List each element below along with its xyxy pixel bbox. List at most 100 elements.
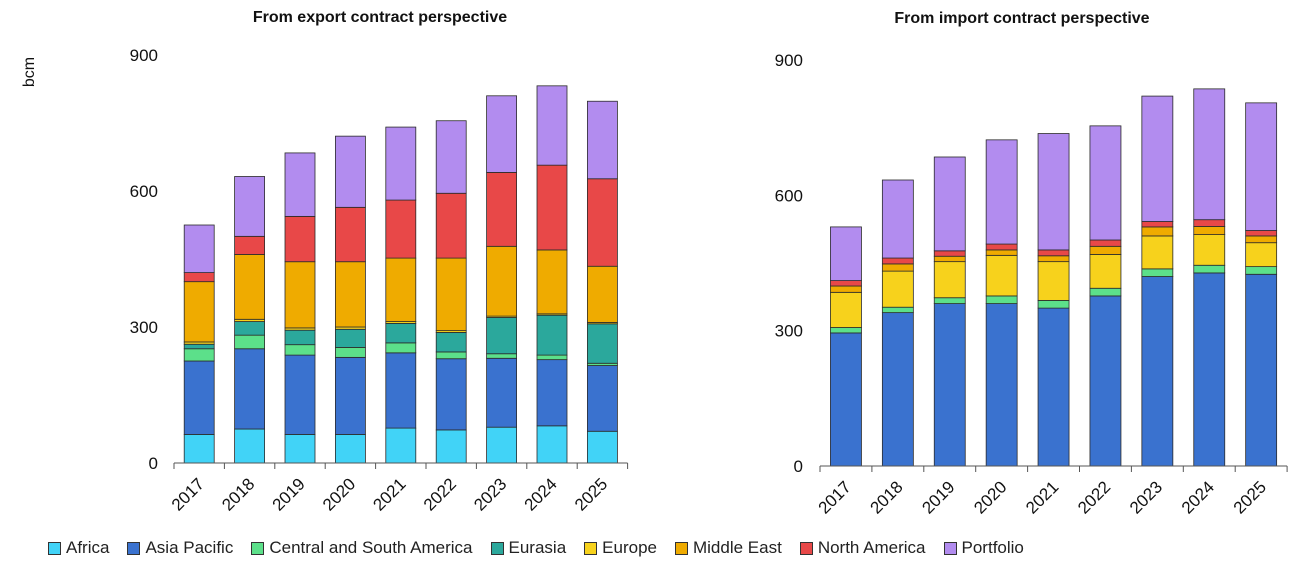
bar-segment [234,428,266,464]
y-tick-label: 0 [149,454,158,473]
bar-segment [830,280,862,287]
bar-segment [183,272,215,283]
bar-segment [587,100,618,180]
legend: Africa Asia Pacific Central and South Amer… [48,538,1042,558]
bar-segment [933,156,966,252]
bar-segment [234,235,266,255]
bar-segment [486,426,518,464]
y-tick-label: 600 [775,186,803,205]
bar-segment [881,306,914,314]
bar-segment [234,321,266,336]
y-tick-label: 600 [130,182,158,201]
x-tick-label: 2020 [319,474,359,514]
bar-segment [985,249,1018,256]
bar-segment [536,359,568,427]
legend-swatch [674,541,688,555]
bar-segment [334,135,366,208]
x-tick-label: 2021 [1022,477,1062,517]
bar-segment [435,332,467,353]
bar-segment [435,257,467,332]
bar-segment [587,265,618,323]
bar-segment [1245,273,1278,467]
bar-segment [183,224,215,273]
y-tick-label: 300 [130,318,158,337]
legend-label: Central and South America [269,538,473,557]
x-tick-label: 2021 [369,474,409,514]
x-tick-label: 2024 [1178,477,1218,517]
bar-segment [1245,102,1278,231]
bar-segment [587,430,618,464]
bar-segment [536,314,568,356]
chart-1: From export contract perspective bcm 0 300 6… [21,9,629,515]
bar-segment [284,152,316,217]
bar-segment [1089,287,1122,297]
bar-segment [334,346,366,358]
bar-segment [830,291,862,328]
x-tick-label: 2019 [269,474,309,514]
legend-item: Africa [48,538,109,558]
bar-segment [1245,235,1278,244]
legend-item: Middle East [674,538,782,558]
bar-segment [1193,219,1226,227]
bar-segment [385,322,417,344]
bar-segment [985,254,1018,297]
bar-segment [985,303,1018,467]
bar-segment [385,199,417,259]
bar-segment [435,120,467,194]
bar-segment [183,360,215,435]
legend-label: Middle East [692,538,782,557]
x-tick-label: 2023 [470,474,510,514]
bar-segment [334,206,366,263]
legend-item: North America [799,538,926,558]
bar-segment [933,303,966,467]
bar-segment [830,226,862,281]
bar-segment [1245,230,1278,237]
bar-segment [830,332,862,467]
bar-segment [985,139,1018,245]
bar-segment [183,343,215,350]
bar-segment [334,261,366,328]
bar-segment [284,261,316,329]
x-tick-label: 2018 [218,474,258,514]
bar-segment [1193,226,1226,235]
bar-segment [985,295,1018,305]
x-tick-label: 2022 [420,474,460,514]
legend-swatch [127,541,141,555]
bar-segment [1141,221,1174,228]
bar-segment [830,285,862,293]
bar-segment [1193,88,1226,221]
x-tick-label: 2017 [815,477,855,517]
bar-segment [435,358,467,431]
bar-segment [1037,255,1070,263]
bar-segment [385,257,417,322]
bar-segment [1141,268,1174,277]
legend-swatch [584,541,598,555]
legend-item: Asia Pacific [127,538,233,558]
bar-segment [486,95,518,173]
bar-segment [385,352,417,429]
bar-segment [536,425,568,464]
legend-swatch [943,541,957,555]
x-tick-label: 2025 [1230,477,1270,517]
bar-segment [933,297,966,305]
x-tick-label: 2020 [970,477,1010,517]
bar-segment [881,263,914,272]
bar-segment [1245,266,1278,275]
bar-segment [183,281,215,343]
bar-segment [1089,295,1122,467]
bar-segment [1141,95,1174,222]
bar-segment [284,434,316,464]
bar-segment [486,245,518,317]
bar-segment [234,176,266,237]
bar-segment [334,328,366,348]
bar-segment [1037,307,1070,467]
bar-segment [284,344,316,356]
bar-segment [284,354,316,435]
bar-segment [881,257,914,265]
x-tick-label: 2023 [1126,477,1166,517]
bar-segment [881,312,914,467]
bar-segment [587,323,618,364]
bar-segment [435,351,467,360]
bar-segment [234,348,266,430]
bar-segment [933,261,966,299]
